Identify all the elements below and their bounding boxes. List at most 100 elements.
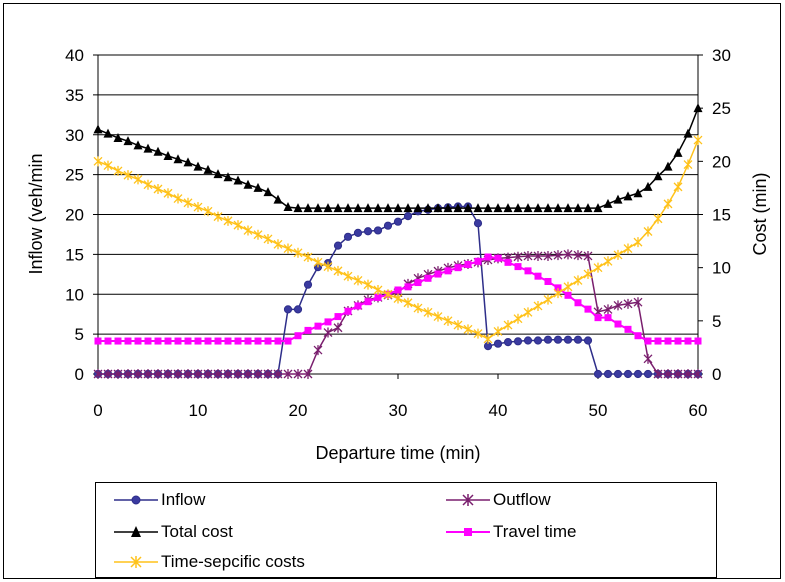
data-point-travel-time [234,337,242,345]
data-point-time-sepcific-costs [173,193,183,204]
data-point-total-cost [193,161,203,171]
data-point-inflow [353,228,363,237]
legend-label-time-specific-costs: Time-sepcific costs [161,552,305,571]
data-point-total-cost [143,143,153,153]
data-point-time-sepcific-costs [673,181,683,192]
y-left-tick-label: 30 [65,126,84,145]
data-point-travel-time [194,337,202,345]
data-point-total-cost [133,140,143,150]
data-point-time-sepcific-costs [223,215,233,226]
data-point-total-cost [533,203,543,213]
data-point-outflow [173,369,183,379]
legend-label-total-cost: Total cost [161,522,233,541]
data-point-inflow [383,221,393,230]
data-point-travel-time [654,337,662,345]
data-point-outflow [163,369,173,379]
data-point-total-cost [303,203,313,213]
data-point-travel-time [664,337,672,345]
data-point-travel-time [534,272,542,280]
legend-label-travel-time: Travel time [493,522,577,541]
data-point-total-cost [283,202,293,212]
data-point-travel-time [134,337,142,345]
data-point-travel-time [694,337,702,345]
travel-time-legend-marker-icon [446,528,490,536]
data-point-travel-time [604,314,612,322]
left-axis-title: Inflow (veh/min [26,153,46,274]
data-point-travel-time [684,337,692,345]
data-point-total-cost [353,203,363,213]
data-point-time-sepcific-costs [523,307,533,318]
data-point-total-cost [93,124,103,134]
y-right-tick-label: 25 [712,99,731,118]
y-right-tick-label: 5 [712,312,721,331]
x-tick-label: 30 [389,401,408,420]
data-point-outflow [223,369,233,379]
data-point-time-sepcific-costs [93,156,103,167]
data-point-time-sepcific-costs [213,211,223,222]
data-point-total-cost [463,203,473,213]
data-point-total-cost [633,188,643,198]
series-total-cost [93,103,703,213]
data-point-time-sepcific-costs [473,328,483,339]
data-point-outflow [133,369,143,379]
data-point-total-cost [323,203,333,213]
data-point-time-sepcific-costs [183,197,193,208]
data-point-inflow [403,211,413,221]
data-point-total-cost [253,182,263,192]
legend: Inflow Outflow Total cost Travel time Ti… [95,482,717,578]
data-point-total-cost [173,154,183,164]
data-point-outflow [153,369,163,379]
data-point-total-cost [103,128,113,138]
series-layer [93,103,703,379]
data-point-total-cost [223,172,233,182]
x-tick-label: 10 [189,401,208,420]
data-point-inflow [473,219,483,228]
data-point-travel-time [504,258,512,266]
data-point-travel-time [434,270,442,278]
data-point-total-cost [473,203,483,213]
data-point-total-cost [503,203,513,213]
data-point-outflow [523,250,533,261]
data-point-total-cost [183,157,193,167]
data-point-total-cost [543,203,553,213]
data-point-total-cost [273,194,283,204]
data-point-travel-time [204,337,212,345]
data-point-time-sepcific-costs [303,252,313,263]
data-point-outflow [263,369,273,379]
data-point-outflow [123,369,133,379]
data-point-total-cost [403,203,413,213]
data-point-time-sepcific-costs [353,275,363,286]
data-point-outflow [323,327,333,338]
data-point-time-sepcific-costs [683,159,693,170]
data-point-total-cost [383,203,393,213]
data-point-travel-time [174,337,182,345]
data-point-inflow [333,241,343,250]
data-point-total-cost [493,203,503,213]
data-point-total-cost [663,161,673,171]
data-point-inflow [283,305,293,314]
data-point-total-cost [573,203,583,213]
data-point-outflow [673,369,683,379]
data-point-time-sepcific-costs [123,170,133,181]
data-point-travel-time [614,320,622,328]
data-point-travel-time [594,314,602,322]
data-point-time-sepcific-costs [533,300,543,311]
data-point-outflow [93,369,103,379]
data-point-total-cost [333,203,343,213]
data-point-outflow [573,250,583,261]
data-point-inflow [563,335,573,344]
data-point-total-cost [313,203,323,213]
data-point-total-cost [513,203,523,213]
ticks: 0 5 10 15 20 25 30 35 40 0 5 10 15 20 25 30 0 10 20 30 40 50 6… [65,46,731,420]
data-point-travel-time [214,337,222,345]
legend-item-inflow: Inflow [114,489,205,511]
data-point-travel-time [374,293,382,301]
data-point-inflow [623,369,633,379]
data-point-travel-time [224,337,232,345]
data-point-time-sepcific-costs [323,261,333,272]
data-point-time-sepcific-costs [283,243,293,254]
data-point-time-sepcific-costs [493,326,503,337]
data-point-outflow [533,250,543,261]
data-point-inflow [553,335,563,344]
